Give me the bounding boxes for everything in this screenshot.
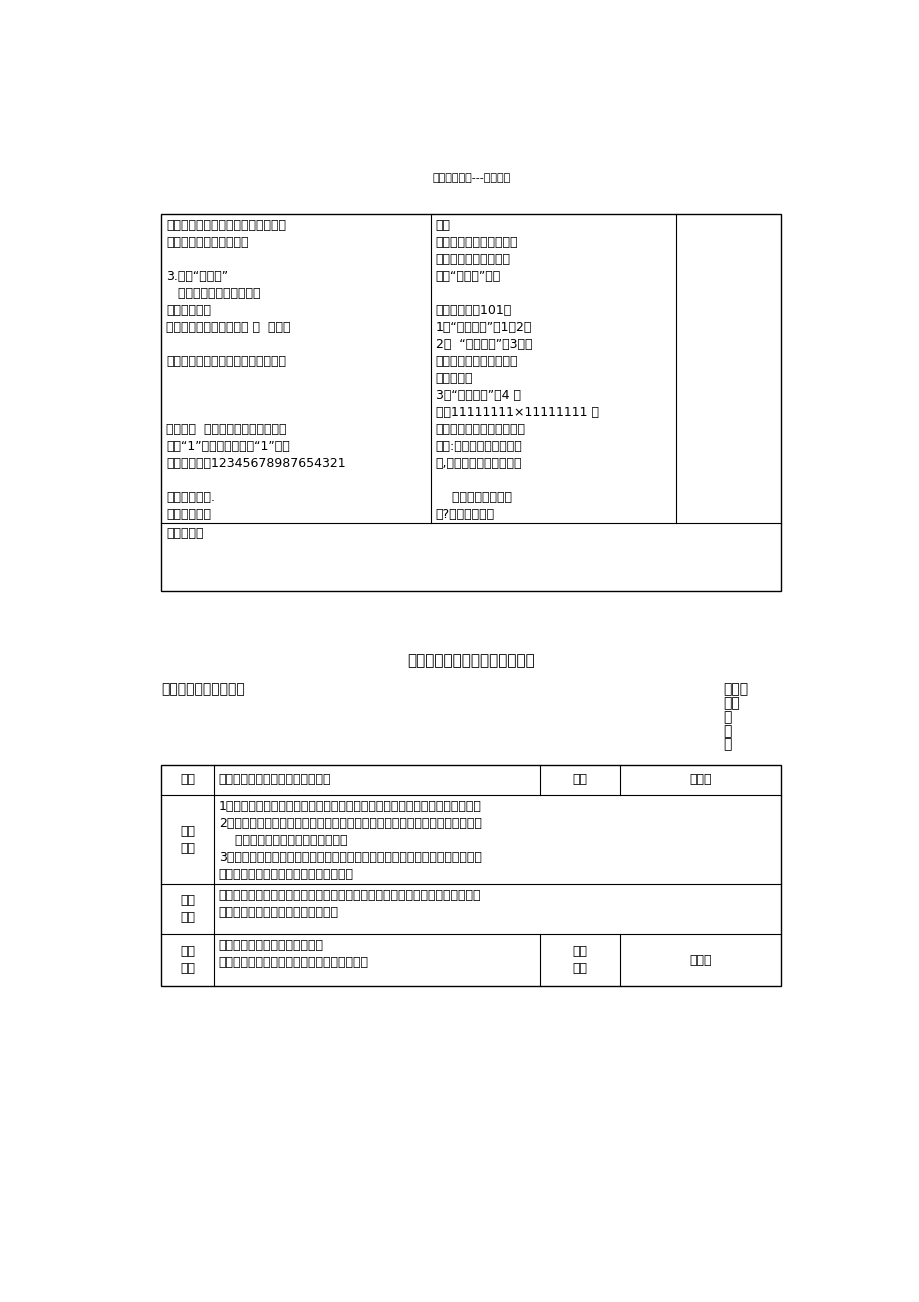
Text: 备课人：四年级数学组: 备课人：四年级数学组 [162,682,245,697]
Text: 在学生了解计算器的基本技能，会用计算器计算两步试题，会解决一些简单的数
学规律，解决一些简单的实际问题。: 在学生了解计算器的基本技能，会用计算器计算两步试题，会解决一些简单的数 学规律，… [219,888,481,918]
Text: 导学后悟：: 导学后悟： [166,527,203,540]
Bar [162,214,780,591]
Text: 1、让学生进一步认识计算器了解计算器的基本技能会用计算器计算两步试题。
2、让学生使用计算器进行大数目的计算并通过计算探索与发现一些简单的数学
    规律，解: 1、让学生进一步认识计算器了解计算器的基本技能会用计算器计算两步试题。 2、让学… [219,799,482,881]
Text: 课题: 课题 [180,773,195,786]
Text: 青铜峡市三小学案导学备课模板: 青铜峡市三小学案导学备课模板 [407,652,535,668]
Bar [162,764,780,987]
Text: 计算器: 计算器 [689,953,711,966]
Text: 第二课时：用计算器计算两步式题: 第二课时：用计算器计算两步式题 [219,773,331,786]
Text: 导学
分析: 导学 分析 [180,894,195,924]
Text: 吗？
你认为用计算器计算有什
么优点？要注意什么？
出示“试一试”题目

测评一：课本101页
1、“想想做做”第1、2题
2、  “想想做做”第3、题
这几道: 吗？ 你认为用计算器计算有什 么优点？要注意什么？ 出示“试一试”题目 测评一：… [436,219,598,521]
Text: 月: 月 [722,724,731,738]
Text: 导学
媒体: 导学 媒体 [572,945,587,975]
Text: 日: 日 [722,738,731,751]
Text: 新授课: 新授课 [689,773,711,786]
Text: 课型: 课型 [572,773,587,786]
Text: 重点
难点: 重点 难点 [180,945,195,975]
Text: 导学
目标: 导学 目标 [180,824,195,854]
Text: 执教时: 执教时 [722,682,748,697]
Text: 重点：会用计算器计算两步试题
难点：通过大数目的计算探索与发现数学规律: 重点：会用计算器计算两步试题 难点：通过大数目的计算探索与发现数学规律 [219,939,369,969]
Text: 间：: 间： [722,697,739,710]
Text: 优秀学习资料---欢迎下载: 优秀学习资料---欢迎下载 [432,173,510,184]
Text: 年: 年 [722,710,731,724]
Text: 用连续按键的方法，直接得出结果。
独立计算，全班订正得数

3.教学“试一试”
   指名板演，集体汇报答案
四：巩固练习
独立完成，同桌互相检查 、  订正。: 用连续按键的方法，直接得出结果。 独立计算，全班订正得数 3.教学“试一试” 指… [166,219,346,521]
